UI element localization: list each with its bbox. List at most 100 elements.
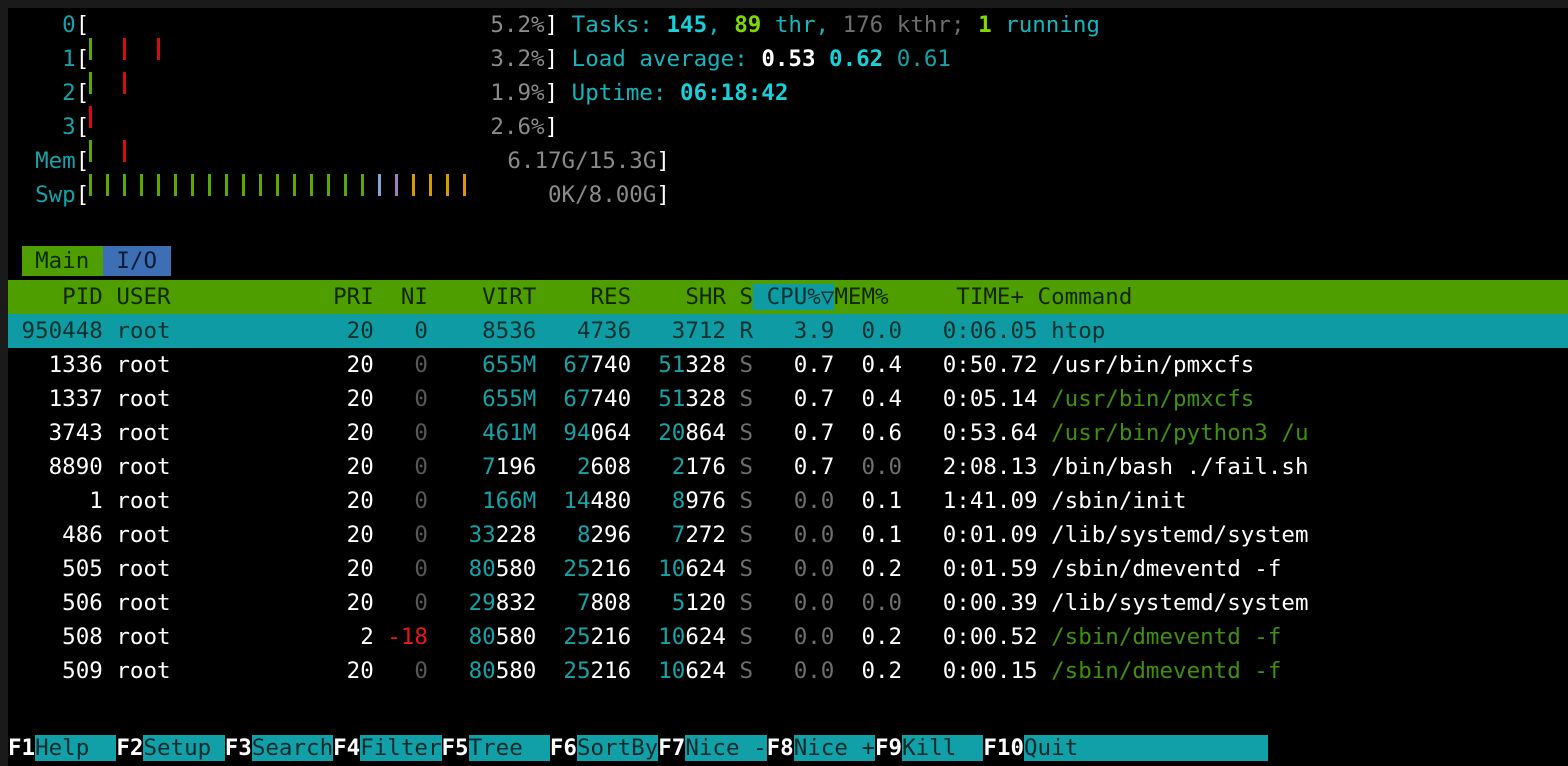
fn-label-setup[interactable]: Setup xyxy=(143,735,225,761)
fn-label-sortby[interactable]: SortBy xyxy=(576,735,659,761)
fn-key-f8[interactable]: F8 xyxy=(766,735,794,761)
cell-state: S xyxy=(725,352,754,378)
process-row[interactable]: 950448 root 20 0 8536 4736 3712 R 3.9 0.… xyxy=(8,314,1568,348)
col-header-shr[interactable]: SHR xyxy=(631,284,726,310)
mem-bar-16 xyxy=(361,174,365,196)
process-row[interactable]: 506 root 20 0 29832 7808 5120 S 0.0 0.0 … xyxy=(8,586,1568,620)
cell-res-hi: 7 xyxy=(576,590,591,616)
process-list[interactable]: 950448 root 20 0 8536 4736 3712 R 3.9 0.… xyxy=(8,314,1568,688)
cell-pid: 509 xyxy=(8,658,103,684)
fn-key-f4[interactable]: F4 xyxy=(333,735,361,761)
fn-label-tree[interactable]: Tree xyxy=(468,735,550,761)
fn-key-f9[interactable]: F9 xyxy=(875,735,903,761)
cell-ni: 0 xyxy=(373,420,428,446)
tasks-kthr-label: kthr; xyxy=(896,12,965,38)
mem-bar-18 xyxy=(395,174,399,196)
cell-shr-hi: 2 xyxy=(671,454,686,480)
cell-mem: 0.4 xyxy=(834,352,903,378)
process-row[interactable]: 3743 root 20 0 461M 94064 20864 S 0.7 0.… xyxy=(8,416,1568,450)
cell-res: 4736 xyxy=(536,318,632,344)
cell-cpu: 0.7 xyxy=(753,352,835,378)
cell-shr-hi: 8 xyxy=(671,488,686,514)
cell-mem: 0.4 xyxy=(834,386,903,412)
process-row[interactable]: 8890 root 20 0 7196 2608 2176 S 0.7 0.0 … xyxy=(8,450,1568,484)
cpu-meter-label: 1 xyxy=(8,46,76,72)
tasks-running-value: 1 xyxy=(978,12,992,38)
cell-res-lo: 216 xyxy=(590,556,632,582)
cell-cpu: 0.7 xyxy=(753,420,835,446)
load-1min-value: 0.53 xyxy=(761,46,816,72)
cell-res-hi: 2 xyxy=(576,454,591,480)
cpu-meter-value: 1.9% xyxy=(463,80,545,106)
fn-label-help[interactable]: Help xyxy=(35,735,117,761)
cell-time: 0:53.64 xyxy=(902,420,1038,446)
cell-res-hi: 8 xyxy=(576,522,591,548)
uptime-label: Uptime: xyxy=(571,80,667,106)
col-header-state[interactable]: S xyxy=(725,284,754,310)
mem-bar-15 xyxy=(344,174,348,196)
cell-time: 0:50.72 xyxy=(902,352,1038,378)
cell-pid: 1 xyxy=(8,488,103,514)
col-header-time[interactable]: TIME+ xyxy=(888,284,1025,310)
cell-ni: 0 xyxy=(373,454,428,480)
cell-shr-lo: 624 xyxy=(685,624,726,650)
fn-key-f5[interactable]: F5 xyxy=(441,735,469,761)
col-header-cpu[interactable]: CPU%▽ xyxy=(753,284,835,310)
cell-shr-lo: 176 xyxy=(685,454,726,480)
cell-res-hi: 25 xyxy=(563,658,591,684)
mem-bar-11 xyxy=(276,174,280,196)
cell-time: 0:05.14 xyxy=(902,386,1038,412)
col-header-pri[interactable]: PRI xyxy=(306,284,374,310)
col-header-res[interactable]: RES xyxy=(536,284,632,310)
process-row[interactable]: 505 root 20 0 80580 25216 10624 S 0.0 0.… xyxy=(8,552,1568,586)
fn-key-f6[interactable]: F6 xyxy=(549,735,577,761)
cell-time: 0:00.15 xyxy=(902,658,1038,684)
cell-state: S xyxy=(725,454,754,480)
mem-bar-2 xyxy=(123,174,127,196)
cell-ni: 0 xyxy=(373,556,428,582)
mem-bar-4 xyxy=(157,174,161,196)
col-header-pid[interactable]: PID xyxy=(8,284,103,310)
cell-time: 0:00.39 xyxy=(902,590,1038,616)
process-row[interactable]: 509 root 20 0 80580 25216 10624 S 0.0 0.… xyxy=(8,654,1568,688)
fn-label-kill[interactable]: Kill xyxy=(902,735,984,761)
fn-label-quit[interactable]: Quit xyxy=(1024,735,1079,761)
process-table-header[interactable]: PID USER PRI NI VIRT RES SHR S CPU%▽MEM%… xyxy=(8,280,1568,314)
cell-cpu: 0.7 xyxy=(753,454,835,480)
tab-i-o[interactable]: I/O xyxy=(102,246,171,276)
cell-res-lo: 740 xyxy=(590,386,632,412)
col-header-ni[interactable]: NI xyxy=(373,284,428,310)
col-header-virt[interactable]: VIRT xyxy=(427,284,537,310)
fn-key-f10[interactable]: F10 xyxy=(983,735,1025,761)
process-row[interactable]: 1337 root 20 0 655M 67740 51328 S 0.7 0.… xyxy=(8,382,1568,416)
col-header-user[interactable]: USER xyxy=(102,284,307,310)
fn-label-nice[interactable]: Nice + xyxy=(793,735,875,761)
cpu-3-bar-0 xyxy=(89,140,93,162)
fn-label-filter[interactable]: Filter xyxy=(360,735,442,761)
cell-ni: 0 xyxy=(373,352,428,378)
cell-ni: 0 xyxy=(373,488,428,514)
cell-command: /usr/bin/pmxcfs xyxy=(1037,352,1255,378)
fn-key-f7[interactable]: F7 xyxy=(658,735,686,761)
col-header-mem[interactable]: MEM% xyxy=(834,284,889,310)
tab-bar[interactable]: Main I/O xyxy=(8,246,1568,280)
cpu-0-bar-0 xyxy=(89,38,93,60)
cell-res-lo: 740 xyxy=(590,352,632,378)
process-row[interactable]: 1336 root 20 0 655M 67740 51328 S 0.7 0.… xyxy=(8,348,1568,382)
fn-key-f3[interactable]: F3 xyxy=(224,735,252,761)
fn-key-f2[interactable]: F2 xyxy=(116,735,144,761)
fn-label-search[interactable]: Search xyxy=(251,735,334,761)
fn-label-nice[interactable]: Nice - xyxy=(685,735,767,761)
function-key-bar[interactable]: F1Help F2Setup F3SearchF4FilterF5Tree F6… xyxy=(8,730,1568,766)
cell-user: root xyxy=(102,658,307,684)
col-header-command[interactable]: Command xyxy=(1024,284,1133,310)
bracket-open: [ xyxy=(75,148,90,174)
tab-main[interactable]: Main xyxy=(21,246,103,276)
process-row[interactable]: 486 root 20 0 33228 8296 7272 S 0.0 0.1 … xyxy=(8,518,1568,552)
process-row[interactable]: 508 root 2 -18 80580 25216 10624 S 0.0 0… xyxy=(8,620,1568,654)
bracket-close: ] xyxy=(544,12,559,38)
process-row[interactable]: 1 root 20 0 166M 14480 8976 S 0.0 0.1 1:… xyxy=(8,484,1568,518)
fn-key-f1[interactable]: F1 xyxy=(8,735,36,761)
cell-command: /sbin/init xyxy=(1037,488,1187,514)
cell-command: /usr/bin/pmxcfs xyxy=(1037,386,1255,412)
